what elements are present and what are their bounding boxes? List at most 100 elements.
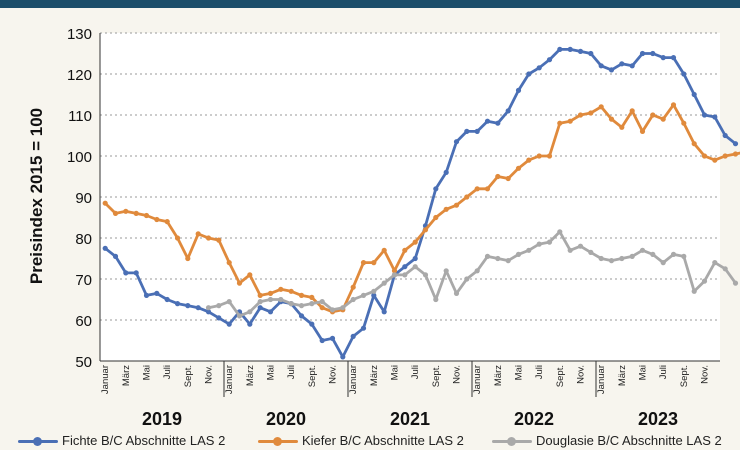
data-point [257,299,263,305]
y-tick-label: 80 [75,231,92,248]
data-point [598,255,604,262]
series-1 [102,102,740,315]
y-tick-label: 70 [75,272,92,289]
data-point [195,305,201,311]
month-tick-label: Januar [472,365,483,394]
data-point [546,153,553,159]
data-point [226,299,232,305]
data-point [650,112,656,118]
data-point [185,255,191,262]
data-point [639,128,646,134]
data-point [236,313,243,319]
month-tick-label: Januar [100,365,111,394]
data-point [484,118,491,124]
data-point [371,260,377,266]
data-point [278,296,284,303]
data-point [722,132,728,139]
data-point [577,112,584,118]
data-point [267,309,274,315]
data-point [495,255,501,262]
data-point [526,157,532,163]
month-tick-label: Sept. [307,365,318,387]
data-point [143,292,150,298]
data-point [443,206,449,212]
data-point [216,237,222,243]
data-point [732,151,739,157]
legend-swatch-kiefer [258,437,298,446]
data-point [267,296,274,303]
data-point [681,120,687,126]
data-point [133,210,139,216]
month-tick-label: März [369,365,380,386]
y-tick-label: 60 [75,313,92,330]
data-point [722,266,728,272]
data-point [505,175,511,182]
data-point [567,46,573,53]
month-tick-label: Juli [410,365,421,379]
month-tick-label: Juli [658,365,669,379]
data-point [495,173,501,180]
data-point [205,305,212,311]
data-point [164,296,170,303]
month-tick-label: Nov. [328,365,339,384]
data-point [526,247,532,253]
data-point [515,165,522,171]
data-point [546,57,553,63]
data-point [319,337,325,344]
month-tick-label: Nov. [452,365,463,384]
data-point [329,335,336,341]
data-point [650,50,656,57]
data-point [691,141,697,147]
data-point [536,65,542,71]
data-point [505,108,511,114]
data-point [660,55,666,61]
y-tick-label: 110 [68,108,92,125]
data-point [701,153,708,159]
series [102,46,740,360]
data-point [484,186,491,192]
top-banner [0,0,740,8]
data-point [319,305,325,311]
data-point [526,71,532,77]
data-point [226,260,232,266]
data-point [164,219,170,225]
grid [100,32,720,361]
y-axis-label: Preisindex 2015 = 100 [27,108,46,284]
data-point [412,239,418,245]
data-point [453,290,460,296]
series-line [207,230,737,318]
month-tick-label: Nov. [204,365,215,384]
y-tick-label: 50 [75,354,92,371]
data-point [360,260,367,266]
data-point [619,61,625,67]
data-point [143,212,150,219]
data-point [629,108,635,114]
data-point [154,216,160,223]
data-point [670,251,677,257]
month-tick-label: März [245,365,256,386]
data-point [670,102,677,108]
data-point [433,296,439,303]
data-point [350,296,356,303]
data-point [536,241,542,247]
data-point [288,301,294,307]
data-point [123,270,129,276]
data-point [433,186,439,192]
data-point [608,258,615,264]
data-point [464,276,470,282]
legend-label-kiefer: Kiefer B/C Abschnitte LAS 2 [302,433,464,448]
data-point [557,120,563,126]
series-0 [102,46,739,360]
data-point [557,46,563,53]
data-point [660,116,666,122]
data-point [236,280,243,286]
legend-swatch-fichte [18,437,58,446]
month-tick-label: Juli [286,365,297,379]
data-point [340,354,346,360]
data-point [267,290,274,296]
legend: Fichte B/C Abschnitte LAS 2 Kiefer B/C A… [0,432,740,450]
data-point [474,128,480,134]
month-tick-label: Januar [348,365,359,394]
data-point [257,305,263,311]
data-point [402,247,408,253]
